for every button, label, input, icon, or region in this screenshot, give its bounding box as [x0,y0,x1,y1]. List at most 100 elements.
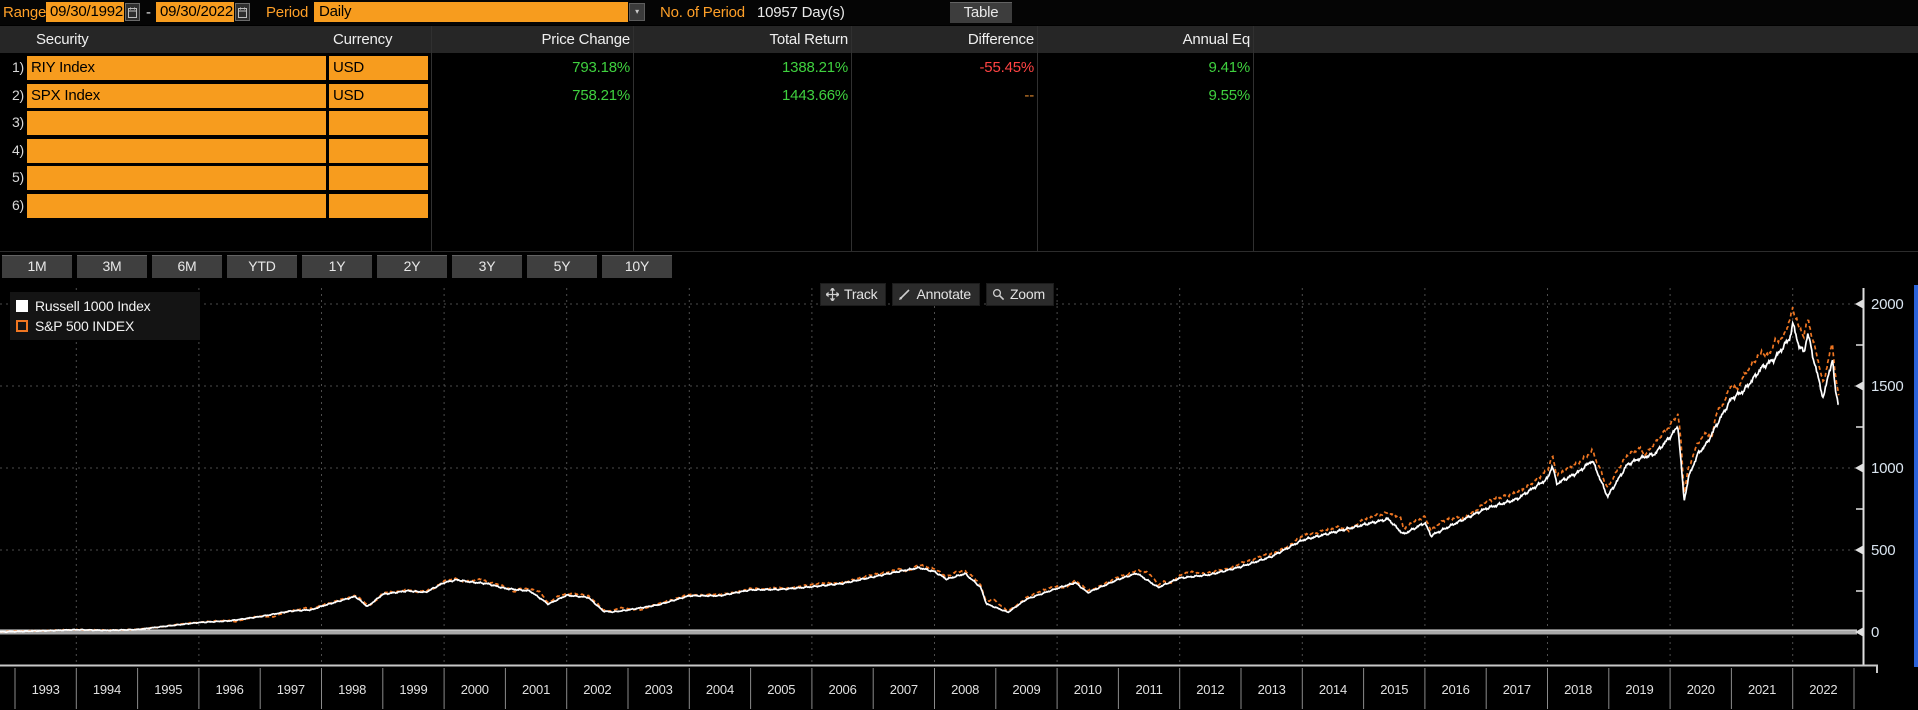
legend-item[interactable]: Russell 1000 Index [16,296,194,316]
col-header-currency[interactable]: Currency [333,31,393,48]
y-axis-tick-marker [1855,463,1863,473]
price-change-value: 793.18% [572,59,630,76]
col-header-total-return[interactable]: Total Return [769,31,849,48]
y-axis-tick-marker [1855,381,1863,391]
range-button-2y[interactable]: 2Y [377,255,447,278]
col-header-difference[interactable]: Difference [967,31,1034,48]
calendar-icon-glyph [128,7,137,18]
y-axis-tick-marker [1855,545,1863,555]
legend-item[interactable]: S&P 500 INDEX [16,316,194,336]
x-axis-year-label: 1999 [399,682,427,697]
chart-area: 0 500 1000 1500 2000 1993 1994 1995 1996 1997 1998… [0,285,1918,710]
row-number: 4) [11,141,24,158]
date-from-field[interactable]: 09/30/1992 [46,2,124,22]
range-button-6m[interactable]: 6M [152,255,222,278]
y-axis-tick-marker [1855,299,1863,309]
range-button-10y[interactable]: 10Y [602,255,672,278]
dashed-swatch-icon [16,320,28,332]
total-return-value: 1443.66% [782,86,848,104]
y-axis-tick-marker [1855,627,1863,637]
col-header-annual-eq[interactable]: Annual Eq [1182,31,1251,48]
range-button-1y[interactable]: 1Y [302,255,372,278]
currency-cell[interactable]: USD [329,56,428,80]
chart-toolbar: Track Annotate Zoom [820,283,1054,306]
x-axis-year-label: 1997 [277,682,305,697]
security-cell[interactable] [27,193,326,218]
column-divider [431,26,432,252]
security-cell[interactable] [27,138,326,163]
currency-cell[interactable] [329,193,428,218]
range-button-ytd[interactable]: YTD [227,255,297,278]
price-change-value: 758.21% [572,86,630,104]
annotate-button-label: Annotate [916,286,971,302]
x-axis-year-label: 2018 [1564,682,1592,697]
table-button[interactable]: Table [950,2,1012,23]
period-label: Period [266,4,309,21]
legend-label: S&P 500 INDEX [35,318,135,334]
currency-cell[interactable]: USD [329,83,428,108]
currency-cell[interactable] [329,138,428,163]
zoom-magnifier-icon [992,288,1005,301]
range-button-1m[interactable]: 1M [2,255,72,278]
calendar-icon[interactable] [235,3,250,21]
row-number: 3) [11,114,24,130]
x-axis-year-label: 2001 [522,682,550,697]
annotate-button[interactable]: Annotate [892,283,980,306]
col-header-security[interactable]: Security [36,31,89,48]
range-button-3y[interactable]: 3Y [452,255,522,278]
num-period-value: 10957 Day(s) [757,4,845,21]
column-divider [1253,26,1254,252]
date-to-field[interactable]: 09/30/2022 [156,2,234,22]
zoom-button-label: Zoom [1009,286,1045,302]
x-axis-year-label: 1993 [32,682,60,697]
difference-value: -55.45% [979,59,1035,76]
calendar-icon[interactable] [125,3,140,21]
range-button-5y[interactable]: 5Y [527,255,597,278]
x-axis-year-label: 2006 [828,682,856,697]
annual-eq-value: 9.41% [1208,59,1250,76]
chevron-down-icon[interactable]: ▾ [629,3,645,21]
x-axis-year-label: 1996 [215,682,243,697]
x-axis-year-label: 2014 [1319,682,1347,697]
x-axis-year-label: 2016 [1441,682,1469,697]
period-dropdown[interactable]: Daily [314,2,628,22]
x-axis-year-label: 2010 [1074,682,1102,697]
y-axis-label: 0 [1871,624,1879,641]
row-number: 2) [11,86,24,103]
range-button-3m[interactable]: 3M [77,255,147,278]
zoom-button[interactable]: Zoom [985,283,1054,306]
series-line-sp-500 [0,307,1840,633]
col-header-price-change[interactable]: Price Change [541,31,631,48]
date-range-separator: - [146,4,151,21]
x-axis-year-label: 2020 [1687,682,1715,697]
security-cell[interactable]: SPX Index [27,83,326,108]
currency-cell[interactable] [329,166,428,190]
security-cell[interactable] [27,166,326,190]
track-button[interactable]: Track [820,283,887,306]
x-axis-year-label: 2011 [1135,682,1162,697]
window-edge-scroll-strip[interactable] [1914,285,1918,667]
total-return-value: 1388.21% [782,59,848,76]
performance-chart[interactable]: 0 500 1000 1500 2000 1993 1994 1995 1996 1997 1998… [0,285,1918,710]
legend-label: Russell 1000 Index [35,298,151,314]
top-toolbar: Range 09/30/1992 - 09/30/2022 Period Dai… [0,0,1918,25]
currency-cell[interactable] [329,111,428,135]
security-cell[interactable]: RIY Index [27,56,326,80]
calendar-icon-glyph [238,7,247,18]
table-header-row: Security Currency Price Change Total Ret… [0,26,1918,53]
column-divider [633,26,634,252]
security-cell[interactable] [27,111,326,135]
row-number: 1) [11,59,24,75]
x-axis-year-label: 2003 [645,682,673,697]
difference-value: -- [1024,86,1034,104]
x-axis-year-label: 2000 [461,682,489,697]
x-axis-year-label: 2021 [1748,682,1776,697]
x-axis-year-label: 2009 [1012,682,1040,697]
table-bottom-border [0,251,1918,252]
x-axis-year-label: 2008 [951,682,979,697]
column-divider [851,26,852,252]
track-button-label: Track [844,286,878,302]
row-number: 6) [11,196,24,213]
zero-baseline [0,629,1857,635]
